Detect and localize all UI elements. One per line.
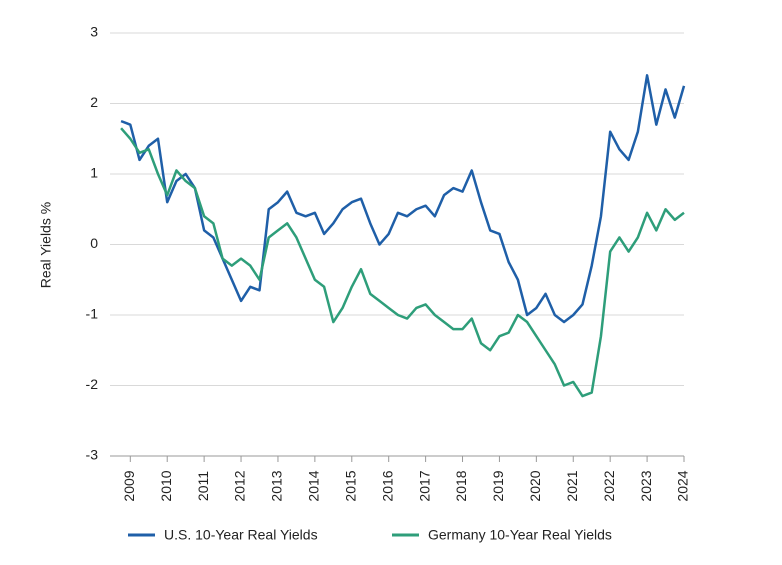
- x-tick-label: 2020: [527, 470, 543, 501]
- y-tick-label: 3: [90, 24, 98, 40]
- y-tick-label: 2: [90, 94, 98, 110]
- legend-label: U.S. 10-Year Real Yields: [164, 527, 318, 543]
- x-tick-label: 2015: [342, 470, 358, 501]
- x-tick-label: 2021: [564, 470, 580, 501]
- x-tick-label: 2011: [195, 471, 211, 501]
- legend-label: Germany 10-Year Real Yields: [428, 527, 612, 543]
- x-tick-label: 2024: [675, 470, 691, 501]
- x-tick-label: 2018: [453, 470, 469, 501]
- series-line: [120, 127, 685, 398]
- y-tick-label: 1: [90, 165, 98, 181]
- y-tick-label: -1: [86, 306, 99, 322]
- x-tick-label: 2016: [379, 470, 395, 501]
- x-tick-label: 2009: [121, 470, 137, 501]
- x-tick-label: 2022: [601, 470, 617, 501]
- y-axis-label: Real Yields %: [38, 202, 54, 288]
- x-tick-label: 2017: [416, 470, 432, 501]
- x-tick-label: 2013: [269, 470, 285, 501]
- y-tick-label: -2: [86, 376, 99, 392]
- x-tick-label: 2010: [158, 470, 174, 501]
- x-tick-label: 2023: [638, 470, 654, 501]
- y-tick-label: 0: [90, 235, 98, 251]
- x-tick-label: 2014: [306, 470, 322, 501]
- x-tick-label: 2012: [232, 470, 248, 501]
- y-tick-label: -3: [86, 447, 99, 463]
- series-line: [120, 74, 686, 324]
- x-tick-label: 2019: [490, 470, 506, 501]
